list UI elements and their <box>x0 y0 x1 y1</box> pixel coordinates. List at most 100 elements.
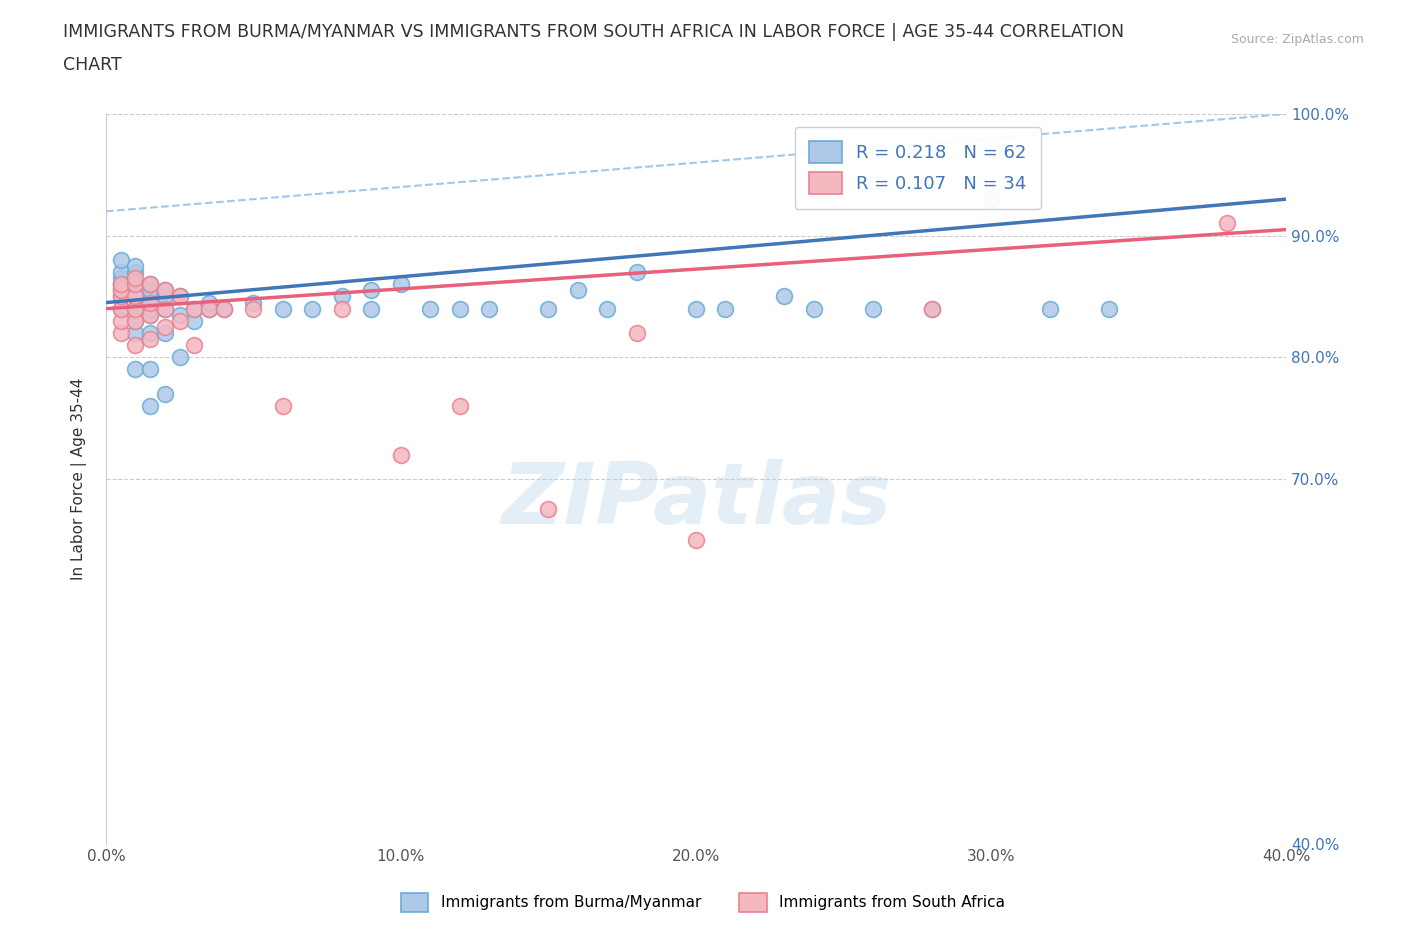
Point <box>153 386 176 401</box>
Point <box>242 301 264 316</box>
Text: IMMIGRANTS FROM BURMA/MYANMAR VS IMMIGRANTS FROM SOUTH AFRICA IN LABOR FORCE | A: IMMIGRANTS FROM BURMA/MYANMAR VS IMMIGRA… <box>63 23 1125 41</box>
Point <box>153 326 176 340</box>
Legend: R = 0.218   N = 62, R = 0.107   N = 34: R = 0.218 N = 62, R = 0.107 N = 34 <box>794 126 1040 208</box>
Point <box>419 301 441 316</box>
Point <box>980 192 1002 206</box>
Point <box>330 289 353 304</box>
Point <box>714 301 737 316</box>
Point <box>449 399 471 414</box>
Point <box>139 307 162 322</box>
Point <box>110 313 132 328</box>
Point <box>183 301 205 316</box>
Point <box>271 399 294 414</box>
Point <box>153 301 176 316</box>
Point <box>110 265 132 280</box>
Point <box>198 301 221 316</box>
Point <box>124 277 146 292</box>
Point <box>212 301 235 316</box>
Point <box>567 283 589 298</box>
Point <box>124 259 146 273</box>
Point <box>124 301 146 316</box>
Point <box>139 277 162 292</box>
Point <box>139 307 162 322</box>
Point <box>124 313 146 328</box>
Point <box>626 265 648 280</box>
Point <box>183 338 205 352</box>
Point <box>389 447 412 462</box>
Point <box>685 532 707 547</box>
Point <box>110 271 132 286</box>
Point <box>449 301 471 316</box>
Point <box>124 338 146 352</box>
Point <box>921 301 943 316</box>
Point <box>685 301 707 316</box>
Point <box>139 332 162 347</box>
Point <box>139 289 162 304</box>
Point <box>153 320 176 335</box>
Point <box>110 283 132 298</box>
Point <box>110 283 132 298</box>
Point <box>169 313 191 328</box>
Point <box>803 301 825 316</box>
Point <box>169 289 191 304</box>
Point <box>110 289 132 304</box>
Point <box>242 295 264 310</box>
Point <box>110 253 132 268</box>
Text: Source: ZipAtlas.com: Source: ZipAtlas.com <box>1230 33 1364 46</box>
Point <box>110 289 132 304</box>
Point <box>110 277 132 292</box>
Point <box>478 301 501 316</box>
Point <box>169 307 191 322</box>
Point <box>124 301 146 316</box>
Point <box>110 277 132 292</box>
Point <box>1216 216 1239 231</box>
Point <box>301 301 323 316</box>
Point <box>139 295 162 310</box>
Point <box>139 301 162 316</box>
Point <box>537 301 560 316</box>
Y-axis label: In Labor Force | Age 35-44: In Labor Force | Age 35-44 <box>72 378 87 580</box>
Point <box>110 301 132 316</box>
Point <box>139 277 162 292</box>
Point <box>183 301 205 316</box>
Point <box>626 326 648 340</box>
Point <box>110 326 132 340</box>
Point <box>271 301 294 316</box>
Point <box>773 289 796 304</box>
Point <box>169 350 191 365</box>
Point <box>124 289 146 304</box>
Point <box>596 301 619 316</box>
Point <box>198 301 221 316</box>
Point <box>169 289 191 304</box>
Point <box>389 277 412 292</box>
Point <box>330 301 353 316</box>
Point <box>360 301 382 316</box>
Point <box>139 283 162 298</box>
Point <box>537 502 560 517</box>
Point <box>139 362 162 377</box>
Point <box>139 326 162 340</box>
Point <box>360 283 382 298</box>
Point <box>124 326 146 340</box>
Point <box>153 301 176 316</box>
Text: CHART: CHART <box>63 56 122 73</box>
Point <box>921 301 943 316</box>
Point <box>1039 301 1062 316</box>
Point <box>139 399 162 414</box>
Point <box>198 295 221 310</box>
Point <box>862 301 884 316</box>
Text: ZIPatlas: ZIPatlas <box>501 459 891 542</box>
Point <box>124 301 146 316</box>
Point <box>1098 301 1121 316</box>
Point <box>124 289 146 304</box>
Point <box>153 289 176 304</box>
Point <box>110 301 132 316</box>
Point <box>124 313 146 328</box>
Point <box>124 277 146 292</box>
Point <box>124 265 146 280</box>
Point <box>124 277 146 292</box>
Point <box>153 283 176 298</box>
Point <box>212 301 235 316</box>
Point <box>153 283 176 298</box>
Legend: Immigrants from Burma/Myanmar, Immigrants from South Africa: Immigrants from Burma/Myanmar, Immigrant… <box>395 887 1011 918</box>
